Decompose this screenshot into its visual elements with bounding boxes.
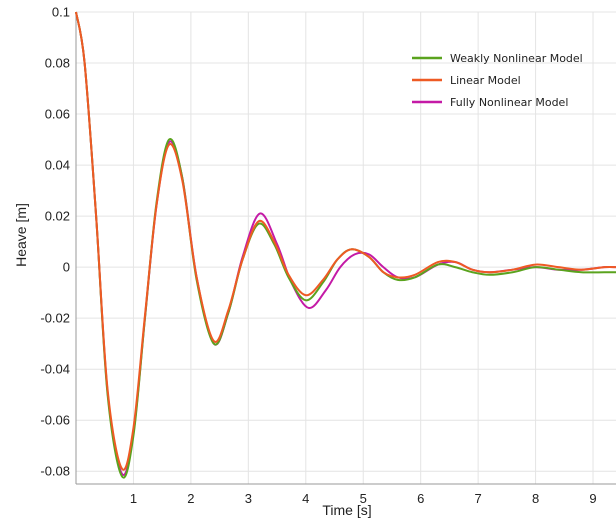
- x-tick-label: 8: [532, 491, 539, 506]
- legend-label-fully-nonlinear-model: Fully Nonlinear Model: [450, 96, 568, 109]
- grid-lines: [76, 11, 616, 484]
- series-lines: [75, 11, 616, 479]
- y-tick-label: -0.04: [40, 362, 70, 377]
- x-tick-label: 7: [475, 491, 482, 506]
- legend-label-linear-model: Linear Model: [450, 74, 521, 87]
- x-tick-labels: 1 2 3 4 5 6 7 8 9: [130, 491, 597, 506]
- legend: Weakly Nonlinear Model Linear Model Fully …: [412, 52, 583, 109]
- y-tick-labels: -0.08 -0.06 -0.04 -0.02 0 0.02 0.04 0.06 0.08 0.1: [40, 5, 70, 479]
- x-tick-label: 4: [302, 491, 309, 506]
- legend-label-weakly-nonlinear-model: Weakly Nonlinear Model: [450, 52, 583, 65]
- y-tick-label: -0.06: [40, 413, 70, 428]
- y-tick-label: -0.02: [40, 311, 70, 326]
- x-tick-label: 9: [589, 491, 596, 506]
- x-tick-label: 5: [360, 491, 367, 506]
- y-tick-label: -0.08: [40, 464, 70, 479]
- y-tick-label: 0.04: [45, 158, 70, 173]
- y-tick-label: 0.02: [45, 209, 70, 224]
- y-axis-label: Heave [m]: [13, 203, 29, 267]
- series-line-fully-nonlinear-model: [75, 11, 616, 477]
- axes: [75, 12, 616, 485]
- x-axis-label: Time [s]: [322, 502, 371, 518]
- y-tick-label: 0.1: [52, 5, 70, 20]
- x-tick-label: 2: [187, 491, 194, 506]
- series-line-linear-model: [75, 11, 616, 471]
- y-tick-label: 0.08: [45, 56, 70, 71]
- x-tick-label: 1: [130, 491, 137, 506]
- x-tick-label: 3: [245, 491, 252, 506]
- series-line-weakly-nonlinear-model: [75, 11, 616, 479]
- y-tick-label: 0.06: [45, 107, 70, 122]
- x-tick-label: 6: [417, 491, 424, 506]
- y-tick-label: 0: [63, 260, 70, 275]
